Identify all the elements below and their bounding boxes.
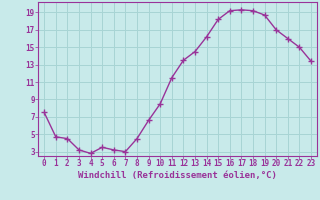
X-axis label: Windchill (Refroidissement éolien,°C): Windchill (Refroidissement éolien,°C) <box>78 171 277 180</box>
